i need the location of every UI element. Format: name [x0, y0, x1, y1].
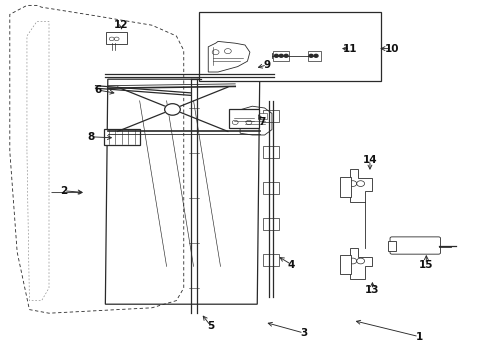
- Text: 5: 5: [207, 321, 214, 331]
- Text: 10: 10: [385, 44, 399, 54]
- FancyBboxPatch shape: [263, 182, 279, 194]
- Circle shape: [309, 54, 313, 57]
- Text: 15: 15: [419, 260, 434, 270]
- Text: 13: 13: [365, 285, 380, 295]
- Text: 7: 7: [258, 117, 266, 127]
- FancyBboxPatch shape: [340, 255, 351, 274]
- Text: 2: 2: [60, 186, 67, 196]
- FancyBboxPatch shape: [340, 177, 351, 197]
- FancyBboxPatch shape: [263, 218, 279, 230]
- Text: 1: 1: [416, 332, 422, 342]
- FancyBboxPatch shape: [263, 146, 279, 158]
- FancyBboxPatch shape: [106, 32, 127, 44]
- Text: 9: 9: [264, 60, 270, 70]
- FancyBboxPatch shape: [199, 12, 381, 81]
- FancyBboxPatch shape: [390, 237, 441, 254]
- Circle shape: [279, 54, 283, 57]
- FancyBboxPatch shape: [104, 129, 140, 145]
- FancyBboxPatch shape: [259, 113, 267, 119]
- FancyBboxPatch shape: [244, 113, 251, 119]
- FancyBboxPatch shape: [273, 51, 289, 61]
- Text: 3: 3: [300, 328, 307, 338]
- Circle shape: [274, 54, 278, 57]
- Circle shape: [165, 104, 180, 115]
- FancyBboxPatch shape: [308, 51, 321, 61]
- FancyBboxPatch shape: [388, 241, 396, 251]
- Circle shape: [284, 54, 288, 57]
- FancyBboxPatch shape: [263, 254, 279, 266]
- Text: 12: 12: [114, 20, 129, 30]
- Text: 8: 8: [87, 132, 94, 142]
- Circle shape: [314, 54, 318, 57]
- Text: 11: 11: [343, 44, 358, 54]
- FancyBboxPatch shape: [263, 110, 279, 122]
- Text: 14: 14: [363, 155, 377, 165]
- Text: 4: 4: [288, 260, 295, 270]
- Text: 6: 6: [95, 85, 101, 95]
- FancyBboxPatch shape: [229, 109, 259, 128]
